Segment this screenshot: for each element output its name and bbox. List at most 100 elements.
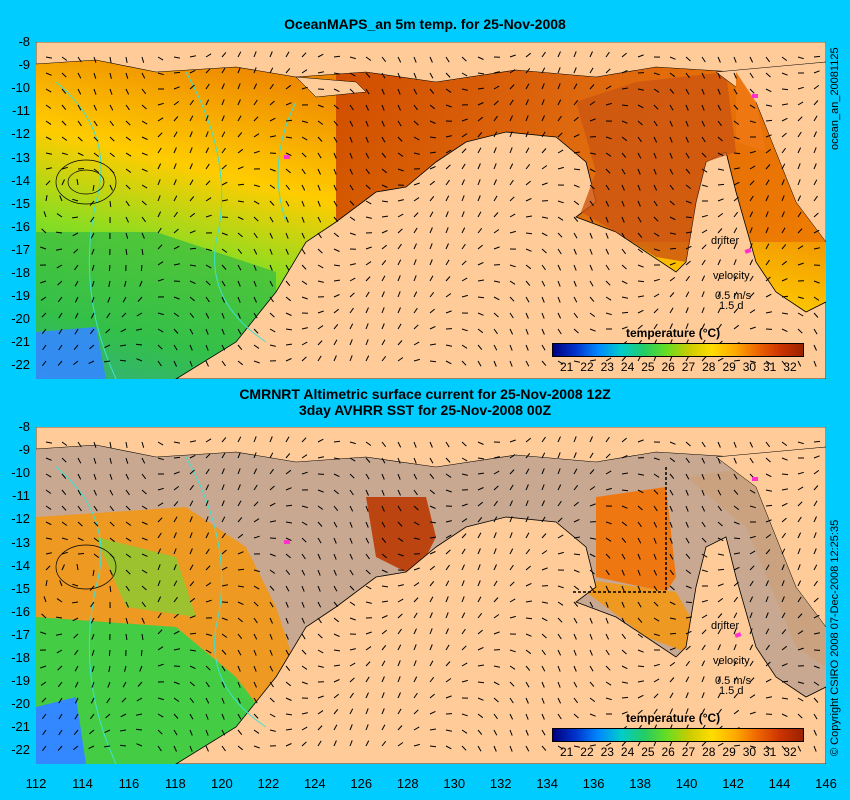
velocity-arrow	[189, 615, 196, 619]
velocity-arrow	[605, 617, 609, 624]
velocity-arrow	[157, 132, 163, 138]
velocity-arrow	[397, 692, 401, 699]
velocity-arrow	[349, 537, 353, 544]
colorbar-tick-label: 25	[641, 360, 655, 374]
velocity-arrow	[269, 697, 275, 703]
velocity-arrow	[397, 505, 402, 512]
velocity-arrow	[653, 104, 659, 110]
velocity-arrow	[621, 87, 628, 90]
velocity-arrow	[685, 645, 691, 651]
velocity-arrow	[269, 296, 274, 303]
velocity-arrow	[73, 745, 79, 751]
velocity-arrow	[269, 344, 276, 347]
velocity-arrow	[749, 326, 756, 330]
velocity-arrow	[813, 614, 820, 619]
velocity-arrow	[121, 697, 127, 703]
velocity-arrow	[365, 724, 369, 731]
velocity-arrow	[765, 259, 770, 266]
velocity-arrow	[157, 548, 162, 555]
velocity-arrow	[541, 617, 548, 622]
velocity-arrow	[237, 665, 241, 672]
velocity-arrow	[135, 728, 143, 731]
velocity-arrow	[317, 53, 324, 58]
velocity-arrow	[349, 72, 356, 77]
velocity-arrow	[365, 200, 372, 205]
velocity-arrow	[525, 52, 532, 58]
velocity-arrow	[333, 88, 340, 93]
velocity-arrow	[72, 198, 79, 202]
velocity-arrow	[589, 553, 596, 558]
velocity-arrow	[93, 120, 98, 127]
velocity-arrow	[797, 262, 804, 266]
velocity-arrow	[717, 441, 721, 448]
velocity-arrow	[413, 197, 420, 202]
velocity-arrow	[765, 489, 772, 492]
velocity-arrow	[317, 120, 324, 125]
velocity-arrow	[733, 275, 737, 282]
velocity-arrow	[749, 535, 756, 539]
velocity-arrow	[557, 436, 561, 443]
velocity-arrow	[157, 360, 162, 367]
velocity-arrow	[253, 67, 257, 74]
velocity-arrow	[669, 120, 673, 127]
velocity-arrow	[797, 713, 803, 719]
velocity-arrow	[701, 291, 705, 298]
velocity-arrow	[157, 147, 162, 154]
velocity-arrow	[749, 612, 753, 619]
velocity-arrow	[797, 681, 804, 684]
velocity-arrow	[493, 614, 500, 619]
velocity-arrow	[301, 553, 306, 560]
velocity-arrow	[813, 500, 818, 507]
velocity-arrow	[557, 452, 561, 459]
velocity-arrow	[493, 85, 500, 90]
bottom-y-tick: -20	[11, 696, 30, 712]
velocity-arrow	[333, 708, 339, 715]
velocity-arrow	[253, 280, 257, 287]
velocity-arrow	[381, 600, 388, 603]
velocity-arrow	[221, 532, 226, 539]
velocity-arrow	[59, 195, 63, 202]
velocity-arrow	[573, 617, 578, 624]
velocity-arrow	[637, 184, 641, 191]
velocity-arrow	[701, 521, 706, 528]
velocity-arrow	[509, 439, 516, 443]
velocity-arrow	[125, 489, 130, 496]
velocity-arrow	[137, 296, 143, 302]
velocity-arrow	[813, 296, 820, 301]
velocity-arrow	[205, 713, 209, 720]
velocity-arrow	[381, 660, 386, 667]
velocity-arrow	[61, 457, 67, 463]
velocity-arrow	[317, 438, 324, 443]
velocity-arrow	[90, 232, 95, 239]
velocity-arrow	[461, 612, 466, 619]
velocity-arrow	[461, 518, 468, 523]
velocity-arrow	[813, 328, 818, 335]
velocity-arrow	[189, 179, 194, 186]
velocity-arrow	[285, 343, 292, 346]
velocity-arrow	[461, 179, 465, 186]
top-map-panel	[36, 42, 826, 379]
velocity-arrow	[669, 632, 677, 635]
velocity-arrow	[317, 168, 321, 175]
velocity-arrow	[429, 343, 436, 346]
velocity-arrow	[317, 585, 321, 592]
velocity-arrow	[365, 505, 369, 512]
velocity-arrow	[573, 51, 577, 58]
velocity-arrow	[349, 708, 354, 715]
velocity-arrow	[781, 517, 787, 523]
velocity-arrow	[269, 117, 276, 122]
velocity-arrow	[653, 663, 660, 667]
velocity-arrow	[493, 580, 498, 587]
velocity-arrow	[381, 355, 387, 362]
velocity-arrow	[349, 263, 356, 266]
velocity-arrow	[813, 532, 817, 539]
velocity-arrow	[317, 537, 322, 544]
velocity-arrow	[573, 436, 577, 443]
velocity-arrow	[605, 264, 610, 271]
velocity-arrow	[541, 533, 547, 539]
velocity-arrow	[605, 585, 610, 592]
velocity-arrow	[301, 152, 307, 158]
velocity-arrow	[237, 200, 244, 203]
velocity-arrow	[285, 136, 292, 139]
velocity-arrow	[653, 232, 660, 237]
